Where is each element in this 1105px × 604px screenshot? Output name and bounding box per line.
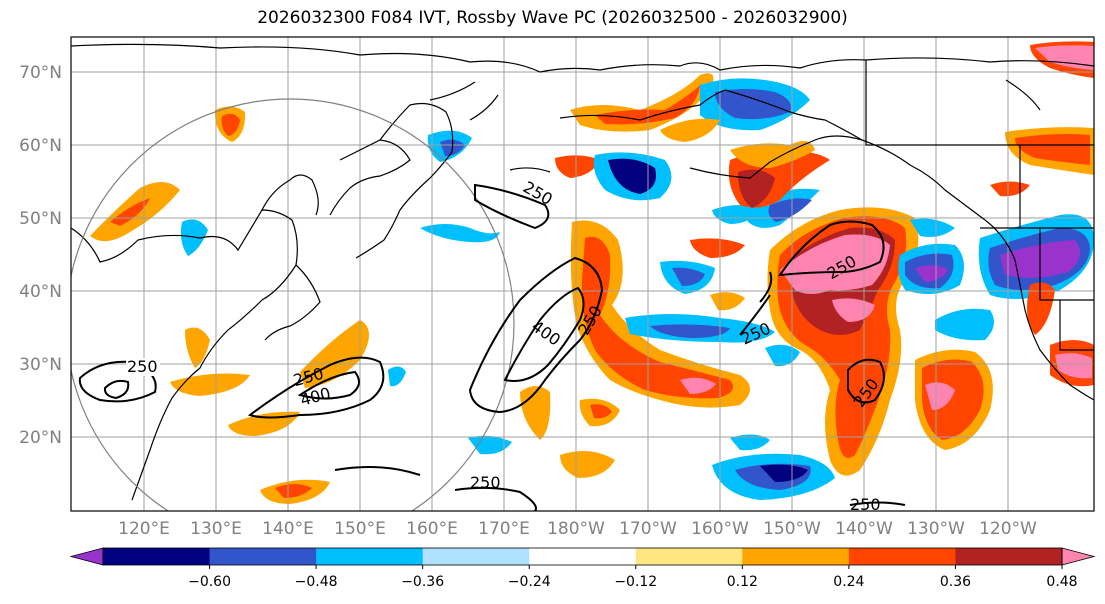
negative-anomaly [768,198,812,222]
colorbar-segment [422,548,530,565]
colorbar-segment [209,548,317,565]
positive-anomaly [221,113,240,136]
negative-anomaly [388,366,406,387]
lat-label: 40°N [19,282,62,302]
lon-label: 170°E [478,519,530,539]
negative-anomaly [180,219,208,256]
colorbar-tick-label: −0.12 [614,574,657,590]
colorbar-segment [103,548,211,565]
colorbar-segment [635,548,743,565]
positive-anomaly [555,155,600,178]
positive-anomaly [275,484,312,498]
negative-anomaly [935,308,994,341]
positive-anomaly [922,359,984,440]
colorbar-tick-label: −0.24 [508,574,551,590]
colorbar-segment [529,548,637,565]
rossby-wave-circle [71,98,515,511]
map-frame [70,36,1095,512]
colorbar-tick-label: 0.12 [727,574,758,590]
positive-anomaly [690,238,745,258]
positive-anomaly [1055,353,1092,379]
lon-label: 140°W [835,519,893,539]
negative-anomaly [468,435,512,455]
negative-anomaly [715,89,791,120]
negative-anomaly [730,434,770,451]
contour-label: 250 [850,495,881,514]
lat-label: 60°N [19,136,62,156]
latitude-labels: 70°N 60°N 50°N 40°N 30°N 20°N [19,63,62,448]
colorbar-segment [316,548,424,565]
longitude-labels: 120°E 130°E 140°E 150°E 160°E 170°E 180°… [118,519,1037,539]
lat-label: 50°N [19,209,62,229]
colorbar-extend-min [69,547,104,566]
colorbar-tick-label: −0.36 [401,574,444,590]
negative-anomaly [760,464,808,482]
positive-anomaly [680,377,716,394]
colorbar-segment [742,548,850,565]
lon-label: 150°W [763,519,821,539]
positive-anomaly [581,236,734,399]
colorbar-tick-label: 0.36 [940,574,971,590]
negative-anomaly [420,224,500,243]
positive-anomaly [170,373,250,396]
lon-label: 120°W [979,519,1037,539]
lon-label: 150°E [334,519,386,539]
lon-label: 160°W [691,519,749,539]
positive-anomaly [185,327,210,368]
negative-anomaly [910,218,955,237]
negative-anomaly [915,265,948,282]
positive-anomaly [710,292,745,311]
lon-label: 160°E [406,519,458,539]
positive-anomaly [595,85,700,125]
positive-anomaly [590,404,612,419]
colorbar-segment [848,548,956,565]
ivt-shading [90,41,1094,504]
positive-anomaly [660,118,720,142]
lon-label: 120°E [118,519,170,539]
coastlines [71,43,1094,501]
positive-anomaly [925,382,955,410]
lat-label: 20°N [19,428,62,448]
positive-anomaly [780,234,890,294]
lon-label: 140°E [262,519,314,539]
lon-label: 180°W [547,519,605,539]
positive-anomaly [730,141,815,168]
colorbar-segment [955,548,1063,565]
positive-anomaly [560,451,615,478]
contour-label: 250 [470,473,501,492]
lat-label: 70°N [19,63,62,83]
negative-anomaly [765,344,800,367]
lon-label: 130°E [190,519,242,539]
lon-label: 170°W [619,519,677,539]
colorbar-tick-label: −0.60 [188,574,231,590]
map-title: 2026032300 F084 IVT, Rossby Wave PC (202… [257,8,848,28]
negative-anomaly [608,158,656,194]
colorbar: −0.60 −0.48 −0.36 −0.24 −0.12 0.12 0.24 0.36 0.4… [69,547,1096,590]
contour-label: 250 [127,357,158,376]
colorbar-extend-max [1061,547,1096,566]
colorbar-tick-label: 0.24 [833,574,864,590]
positive-anomaly [1026,282,1055,335]
positive-anomaly [110,198,150,226]
colorbar-tick-label: −0.48 [295,574,338,590]
lon-label: 130°W [907,519,965,539]
colorbar-frame [102,547,1063,566]
negative-anomaly [672,267,705,286]
negative-anomaly [650,324,730,338]
colorbar-tick-label: 0.48 [1046,574,1077,590]
positive-anomaly [1015,134,1090,165]
lat-label: 30°N [19,355,62,375]
positive-anomaly [738,169,775,208]
ivt-contours [78,183,906,511]
